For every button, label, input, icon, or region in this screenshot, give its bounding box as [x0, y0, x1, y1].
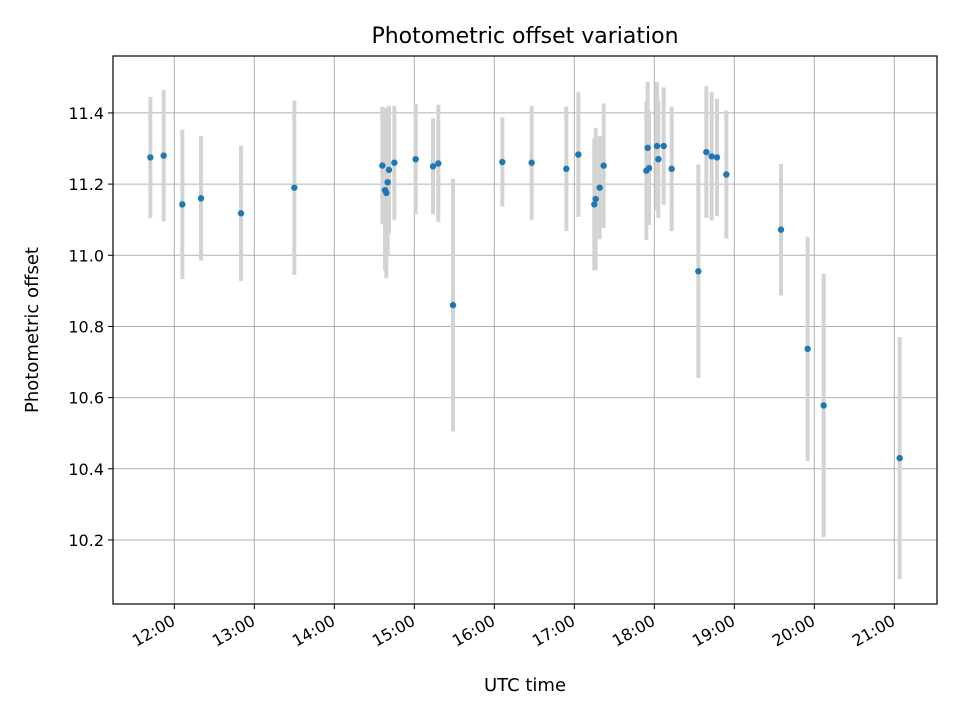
data-point: [412, 155, 419, 163]
data-point: [179, 201, 186, 208]
data-point: [695, 268, 702, 275]
y-tick-label: 10.2: [68, 531, 104, 550]
data-point: [147, 154, 154, 161]
data-point: [655, 155, 662, 163]
x-axis-title: UTC time: [484, 675, 566, 696]
data-point: [429, 163, 437, 170]
data-point: [896, 454, 903, 462]
data-point: [499, 158, 506, 166]
y-tick-label: 11.4: [68, 104, 104, 123]
y-axis-ticks: 10.2 10.4 10.6 10.8 11.0 11.2 11.4: [68, 104, 113, 550]
data-point: [592, 195, 599, 203]
data-point: [668, 165, 675, 173]
data-point: [449, 301, 457, 309]
data-point: [160, 152, 167, 159]
data-point: [575, 151, 582, 158]
plot-frame: [112, 55, 938, 605]
data-point: [713, 154, 721, 161]
chart-title: Photometric offset variation: [371, 24, 678, 49]
data-point: [600, 162, 607, 169]
y-tick-label: 11.2: [68, 175, 104, 194]
data-point: [820, 402, 827, 409]
y-tick-label: 10.6: [68, 389, 104, 408]
data-point: [596, 184, 603, 191]
data-point: [777, 226, 785, 233]
data-point: [563, 165, 570, 173]
data-point: [391, 159, 398, 166]
grid: [113, 56, 937, 604]
data-points: [147, 142, 903, 462]
data-point: [804, 345, 811, 353]
data-point: [383, 189, 390, 197]
data-point: [660, 142, 667, 150]
y-tick-label: 11.0: [68, 246, 104, 265]
data-point: [645, 164, 653, 172]
data-point: [653, 142, 661, 150]
data-point: [384, 179, 391, 186]
data-point: [291, 184, 298, 191]
data-point: [723, 171, 730, 178]
y-tick-label: 10.8: [68, 317, 104, 336]
data-point: [435, 160, 442, 167]
data-point: [591, 201, 598, 208]
y-tick-label: 10.4: [68, 460, 104, 479]
data-point: [385, 166, 393, 174]
y-axis-title: Photometric offset: [22, 247, 43, 413]
data-point: [237, 210, 245, 217]
data-point: [528, 159, 535, 166]
data-point: [644, 144, 651, 152]
data-point: [703, 148, 710, 156]
data-point: [379, 162, 386, 169]
data-point: [708, 153, 715, 160]
data-point: [197, 195, 205, 202]
